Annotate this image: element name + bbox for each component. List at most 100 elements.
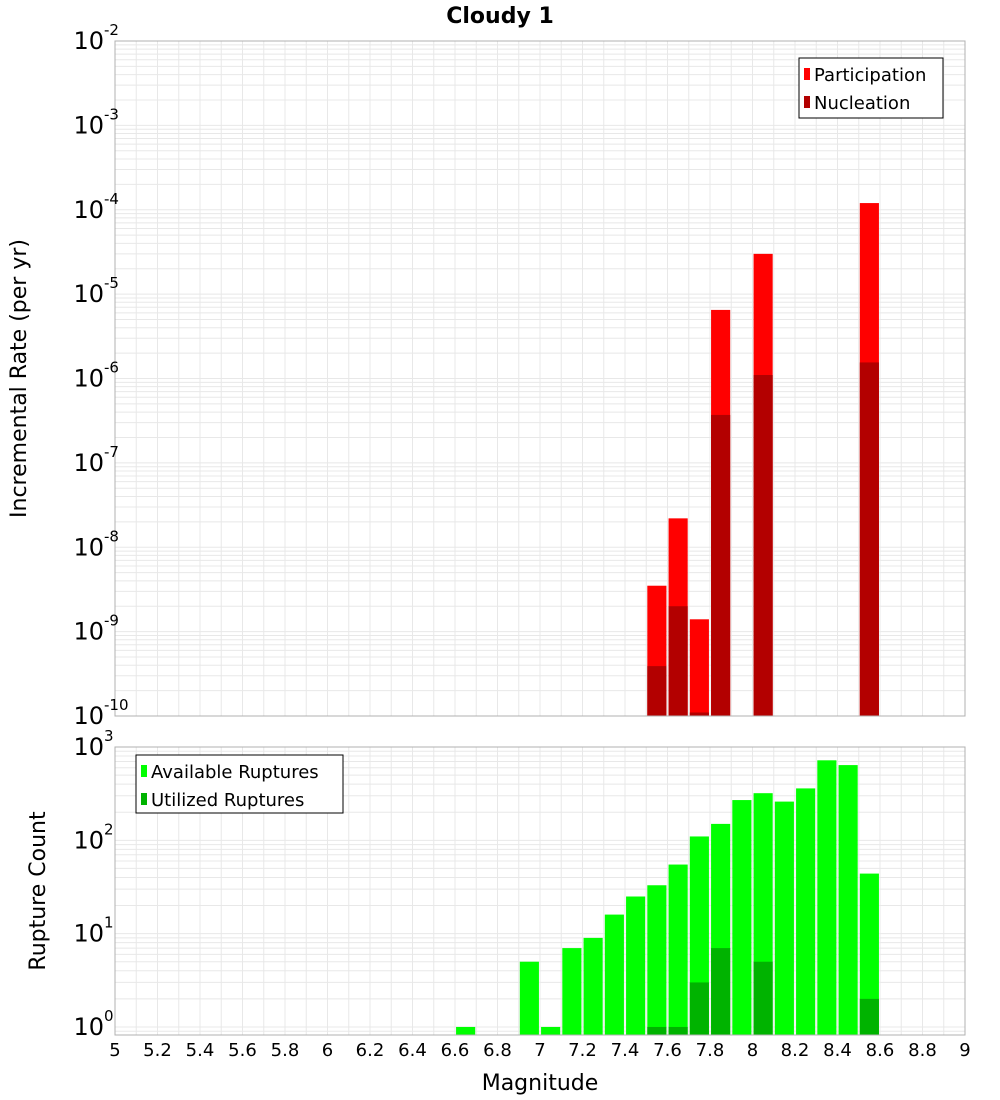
y-tick-label: 10 xyxy=(73,826,104,854)
count-bars xyxy=(456,760,879,1035)
bar-available-ruptures xyxy=(796,788,816,1035)
x-ticks: 5 5.2 5.4 5.6 5.8 6 6.2 6.4 6.6 6.8 7 7.2 7.4 7.6 7.8 8… xyxy=(109,1040,970,1061)
bar-available-ruptures xyxy=(668,864,688,1035)
bar-nucleation xyxy=(668,606,688,716)
x-tick-label: 7.8 xyxy=(696,1040,725,1061)
y-tick-label: 10 xyxy=(73,27,104,55)
y-tick-label: 10 xyxy=(73,618,104,646)
bar-available-ruptures xyxy=(838,765,858,1035)
bar-available-ruptures xyxy=(519,961,539,1035)
y-tick-exponent: -2 xyxy=(104,21,119,39)
bar-available-ruptures xyxy=(774,801,794,1035)
y-tick-label: 10 xyxy=(73,702,104,730)
y-tick-exponent: 3 xyxy=(104,727,114,745)
bar-utilized-ruptures xyxy=(753,961,773,1035)
bar-participation xyxy=(689,619,709,716)
rate-grid xyxy=(114,40,966,717)
bar-available-ruptures xyxy=(626,896,646,1035)
bar-available-ruptures xyxy=(583,937,603,1035)
x-tick-label: 6.2 xyxy=(356,1040,385,1061)
rate-legend: Participation Nucleation xyxy=(798,57,944,119)
chart-title: Cloudy 1 xyxy=(446,4,554,29)
rate-y-axis-label: Incremental Rate (per yr) xyxy=(7,239,32,518)
bar-utilized-ruptures xyxy=(711,948,731,1035)
y-tick-label: 10 xyxy=(73,196,104,224)
y-tick-label: 10 xyxy=(73,920,104,948)
y-tick-exponent: -9 xyxy=(104,612,119,630)
y-tick-exponent: 1 xyxy=(104,914,114,932)
bar-available-ruptures xyxy=(732,800,752,1035)
bar-utilized-ruptures xyxy=(668,1026,688,1035)
legend-swatch xyxy=(804,96,810,108)
rate-plot-frame xyxy=(114,40,966,717)
legend-swatch xyxy=(804,68,810,80)
count-legend: Available Ruptures Utilized Ruptures xyxy=(135,754,344,814)
bar-available-ruptures xyxy=(541,1026,561,1035)
legend-label: Participation xyxy=(814,65,926,86)
x-tick-label: 7.2 xyxy=(568,1040,597,1061)
y-tick-label: 10 xyxy=(73,449,104,477)
x-tick-label: 6.6 xyxy=(441,1040,470,1061)
legend-label: Nucleation xyxy=(814,93,910,114)
y-tick-exponent: -7 xyxy=(104,443,119,461)
x-tick-label: 8 xyxy=(747,1040,758,1061)
bar-nucleation xyxy=(859,362,879,716)
bar-available-ruptures xyxy=(647,885,667,1035)
y-tick-label: 10 xyxy=(73,533,104,561)
legend-swatch xyxy=(141,793,147,805)
y-tick-exponent: -3 xyxy=(104,105,119,123)
y-tick-label: 10 xyxy=(73,365,104,393)
x-tick-label: 6.4 xyxy=(398,1040,427,1061)
x-tick-label: 8.6 xyxy=(866,1040,895,1061)
y-tick-label: 10 xyxy=(73,111,104,139)
bar-utilized-ruptures xyxy=(689,982,709,1035)
bar-nucleation xyxy=(647,666,667,716)
bar-utilized-ruptures xyxy=(859,998,879,1035)
legend-swatch xyxy=(141,765,147,777)
bar-available-ruptures xyxy=(456,1026,476,1035)
bar-nucleation xyxy=(711,414,731,716)
y-tick-exponent: -10 xyxy=(104,696,129,714)
x-tick-label: 5.6 xyxy=(228,1040,257,1061)
y-tick-exponent: -8 xyxy=(104,527,119,545)
y-tick-exponent: -4 xyxy=(104,190,119,208)
x-tick-label: 8.2 xyxy=(781,1040,810,1061)
legend-box xyxy=(798,57,944,119)
y-tick-exponent: 2 xyxy=(104,820,114,838)
x-tick-label: 8.8 xyxy=(908,1040,937,1061)
y-tick-label: 10 xyxy=(73,280,104,308)
y-tick-exponent: -5 xyxy=(104,274,119,292)
x-tick-label: 6 xyxy=(322,1040,333,1061)
x-tick-label: 5.4 xyxy=(186,1040,215,1061)
count-y-axis-label: Rupture Count xyxy=(26,811,51,971)
bar-available-ruptures xyxy=(604,914,624,1035)
legend-label: Available Ruptures xyxy=(151,762,319,783)
y-tick-label: 10 xyxy=(73,1013,104,1041)
bar-available-ruptures xyxy=(817,760,837,1035)
x-tick-label: 7 xyxy=(534,1040,545,1061)
x-tick-label: 5 xyxy=(109,1040,120,1061)
x-tick-label: 5.8 xyxy=(271,1040,300,1061)
rate-bars xyxy=(647,203,879,716)
count-plot-frame xyxy=(114,746,966,1036)
x-tick-label: 9 xyxy=(959,1040,970,1061)
x-tick-label: 5.2 xyxy=(143,1040,172,1061)
bar-nucleation xyxy=(689,712,709,716)
bar-available-ruptures xyxy=(859,873,879,1035)
x-tick-label: 6.8 xyxy=(483,1040,512,1061)
x-axis-label: Magnitude xyxy=(482,1071,599,1096)
bar-nucleation xyxy=(753,375,773,716)
x-tick-label: 7.6 xyxy=(653,1040,682,1061)
y-tick-exponent: -6 xyxy=(104,359,119,377)
x-tick-label: 7.4 xyxy=(611,1040,640,1061)
legend-box xyxy=(135,754,344,814)
bar-available-ruptures xyxy=(562,948,582,1035)
x-tick-label: 8.4 xyxy=(823,1040,852,1061)
bar-utilized-ruptures xyxy=(647,1026,667,1035)
legend-label: Utilized Ruptures xyxy=(151,790,304,811)
